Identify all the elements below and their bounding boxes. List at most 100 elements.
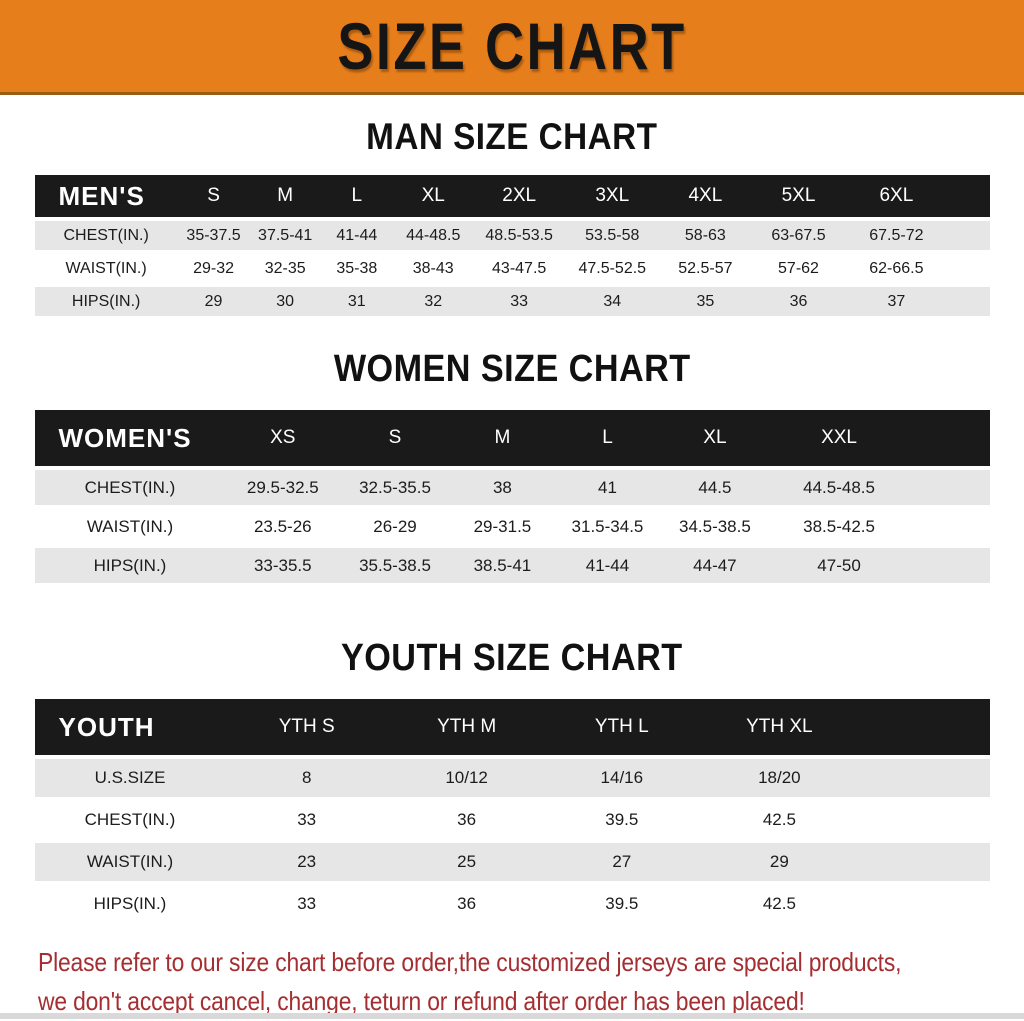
column-header: S — [177, 175, 250, 217]
table-cell: 43-47.5 — [473, 254, 565, 283]
table-row: CHEST(IN.) 29.5-32.5 32.5-35.5 38 41 44.5 44.5… — [34, 470, 990, 505]
row-filler-cell — [946, 287, 990, 316]
table-row: HIPS(IN.) 29 30 31 32 33 34 35 36 37 — [34, 287, 990, 316]
table-cell: 27 — [545, 843, 699, 881]
table-row: WAIST(IN.) 23.5-26 26-29 29-31.5 31.5-34.5 34… — [34, 509, 990, 544]
man-size-chart-title: MAN SIZE CHART — [366, 116, 658, 157]
table-row: U.S.SIZE 8 10/12 14/16 18/20 — [34, 759, 990, 797]
row-filler-cell — [946, 221, 990, 250]
youth-size-chart-title: YOUTH SIZE CHART — [341, 637, 683, 679]
table-cell: 29-31.5 — [449, 509, 555, 544]
row-filler-cell — [946, 254, 990, 283]
row-label: CHEST(IN.) — [34, 801, 226, 839]
row-filler-cell — [908, 470, 990, 505]
table-cell: 23 — [225, 843, 388, 881]
column-header: XL — [660, 410, 770, 466]
table-cell: 38.5-42.5 — [769, 509, 909, 544]
table-cell: 38 — [449, 470, 555, 505]
table-cell: 47-50 — [769, 548, 909, 583]
table-cell: 23.5-26 — [225, 509, 341, 544]
table-cell: 39.5 — [545, 801, 699, 839]
table-cell: 53.5-58 — [564, 221, 661, 250]
women-size-table: WOMEN'S XS S M L XL XXL CHEST(IN.) 29.5-32.5 32.5… — [34, 406, 990, 587]
table-cell: 35.5-38.5 — [340, 548, 450, 583]
table-cell: 63-67.5 — [750, 221, 847, 250]
row-filler-cell — [908, 548, 990, 583]
table-cell: 32.5-35.5 — [340, 470, 450, 505]
table-row: CHEST(IN.) 35-37.5 37.5-41 41-44 44-48.5 48.5… — [34, 221, 990, 250]
row-filler-cell — [908, 509, 990, 544]
table-cell: 67.5-72 — [846, 221, 947, 250]
column-header: XS — [225, 410, 341, 466]
table-cell: 25 — [387, 843, 546, 881]
column-header: YTH S — [225, 699, 388, 755]
youth-size-table: YOUTH YTH S YTH M YTH L YTH XL U.S.SIZE 8 10/12… — [34, 695, 990, 927]
men-size-table: MEN'S S M L XL 2XL 3XL 4XL 5XL 6XL CHEST(IN.) 35-37… — [34, 171, 990, 320]
table-cell: 29.5-32.5 — [225, 470, 341, 505]
table-cell: 37.5-41 — [249, 221, 321, 250]
column-header: XL — [392, 175, 474, 217]
table-cell: 42.5 — [698, 885, 861, 923]
row-filler-cell — [860, 801, 990, 839]
table-group-label: MEN'S — [34, 175, 178, 217]
table-cell: 29 — [177, 287, 250, 316]
bottom-strip — [0, 1013, 1024, 1019]
table-cell: 38-43 — [392, 254, 474, 283]
row-label: CHEST(IN.) — [34, 221, 178, 250]
row-label: WAIST(IN.) — [34, 254, 178, 283]
header-filler-cell — [908, 410, 990, 466]
order-notice: Please refer to our size chart before or… — [38, 943, 1024, 1021]
table-cell: 33 — [225, 885, 388, 923]
row-filler-cell — [860, 843, 990, 881]
table-cell: 35-37.5 — [177, 221, 250, 250]
table-cell: 39.5 — [545, 885, 699, 923]
table-cell: 44.5-48.5 — [769, 470, 909, 505]
table-cell: 35-38 — [321, 254, 393, 283]
row-label: HIPS(IN.) — [34, 548, 226, 583]
table-cell: 42.5 — [698, 801, 861, 839]
table-cell: 44-48.5 — [392, 221, 474, 250]
table-cell: 52.5-57 — [660, 254, 751, 283]
table-cell: 47.5-52.5 — [564, 254, 661, 283]
table-cell: 41 — [554, 470, 660, 505]
column-header: M — [449, 410, 555, 466]
table-cell: 33 — [225, 801, 388, 839]
column-header: L — [321, 175, 393, 217]
header-filler-cell — [946, 175, 990, 217]
table-row: WAIST(IN.) 29-32 32-35 35-38 38-43 43-47.5 47.… — [34, 254, 990, 283]
table-cell: 41-44 — [321, 221, 393, 250]
table-header-row: WOMEN'S XS S M L XL XXL — [34, 410, 990, 466]
table-cell: 57-62 — [750, 254, 847, 283]
table-header-row: YOUTH YTH S YTH M YTH L YTH XL — [34, 699, 990, 755]
table-cell: 18/20 — [698, 759, 861, 797]
row-filler-cell — [860, 759, 990, 797]
table-cell: 31.5-34.5 — [554, 509, 660, 544]
column-header: 3XL — [564, 175, 661, 217]
column-header: YTH XL — [698, 699, 861, 755]
row-label: WAIST(IN.) — [34, 843, 226, 881]
table-cell: 58-63 — [660, 221, 751, 250]
column-header: S — [340, 410, 450, 466]
table-cell: 34.5-38.5 — [660, 509, 770, 544]
column-header: YTH L — [545, 699, 699, 755]
banner: SIZE CHART — [0, 0, 1024, 95]
page-title: SIZE CHART — [337, 9, 687, 83]
table-row: HIPS(IN.) 33-35.5 35.5-38.5 38.5-41 41-44 44-… — [34, 548, 990, 583]
column-header: 2XL — [473, 175, 565, 217]
table-cell: 34 — [564, 287, 661, 316]
table-cell: 44.5 — [660, 470, 770, 505]
column-header: 5XL — [750, 175, 847, 217]
column-header: 4XL — [660, 175, 751, 217]
women-size-chart-title: WOMEN SIZE CHART — [333, 348, 691, 390]
table-cell: 36 — [387, 801, 546, 839]
table-cell: 26-29 — [340, 509, 450, 544]
table-row: HIPS(IN.) 33 36 39.5 42.5 — [34, 885, 990, 923]
table-cell: 44-47 — [660, 548, 770, 583]
table-cell: 10/12 — [387, 759, 546, 797]
table-cell: 14/16 — [545, 759, 699, 797]
row-label: U.S.SIZE — [34, 759, 226, 797]
table-row: CHEST(IN.) 33 36 39.5 42.5 — [34, 801, 990, 839]
column-header: XXL — [769, 410, 909, 466]
table-row: WAIST(IN.) 23 25 27 29 — [34, 843, 990, 881]
table-group-label: WOMEN'S — [34, 410, 226, 466]
